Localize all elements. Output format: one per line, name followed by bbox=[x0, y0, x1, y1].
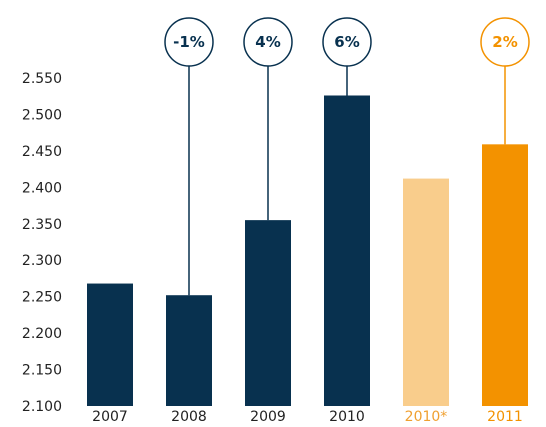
x-tick-label: 2010 bbox=[329, 409, 365, 425]
change-annotations: -1% 4% 6% 2% bbox=[164, 17, 530, 296]
y-tick-label: 2.300 bbox=[22, 253, 62, 269]
bar-2010-estimate bbox=[403, 178, 449, 406]
x-tick-label: 2008 bbox=[171, 409, 207, 425]
bar-2010 bbox=[324, 95, 370, 406]
y-tick-label: 2.200 bbox=[22, 326, 62, 342]
x-tick-label: 2009 bbox=[250, 409, 286, 425]
annotation-label: -1% bbox=[173, 33, 205, 51]
y-axis: 2.100 2.150 2.200 2.250 2.300 2.350 2.400 2.450… bbox=[22, 71, 62, 415]
y-tick-label: 2.450 bbox=[22, 144, 62, 160]
y-tick-label: 2.350 bbox=[22, 217, 62, 233]
annotation-label: 4% bbox=[255, 33, 280, 51]
annotation-bubble bbox=[480, 17, 530, 67]
x-axis: 2007 2008 2009 2010 2010* 2011 bbox=[92, 409, 523, 425]
annotation-bubble bbox=[164, 17, 214, 67]
bars bbox=[87, 95, 528, 406]
annotation-bubble bbox=[243, 17, 293, 67]
bar-2009 bbox=[245, 220, 291, 406]
y-tick-label: 2.150 bbox=[22, 363, 62, 379]
x-tick-label: 2011 bbox=[487, 409, 523, 425]
y-tick-label: 2.250 bbox=[22, 290, 62, 306]
y-tick-label: 2.100 bbox=[22, 399, 62, 415]
bar-2007 bbox=[87, 283, 133, 406]
x-tick-label: 2007 bbox=[92, 409, 128, 425]
y-tick-label: 2.400 bbox=[22, 180, 62, 196]
annotation-label: 2% bbox=[492, 33, 517, 51]
x-tick-label: 2010* bbox=[405, 409, 448, 425]
bar-2008 bbox=[166, 295, 212, 406]
bar-2011 bbox=[482, 144, 528, 406]
y-tick-label: 2.500 bbox=[22, 107, 62, 123]
y-tick-label: 2.550 bbox=[22, 71, 62, 87]
annotation-bubble bbox=[322, 17, 372, 67]
annotation-label: 6% bbox=[334, 33, 359, 51]
